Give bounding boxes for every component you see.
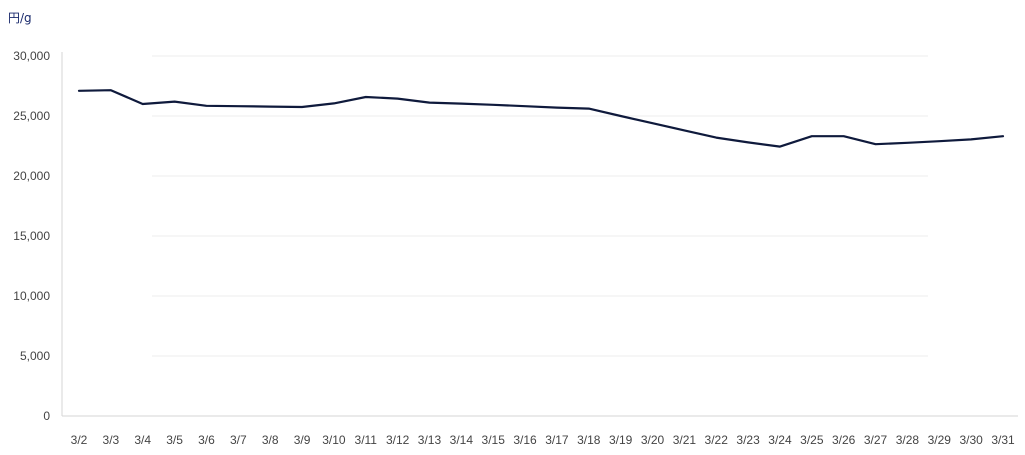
series-line	[77, 89, 1005, 148]
x-tick-label: 3/24	[768, 433, 792, 447]
x-tick-label: 3/31	[991, 433, 1015, 447]
x-tick-label: 3/19	[609, 433, 633, 447]
x-tick-label: 3/21	[673, 433, 697, 447]
y-tick-label: 0	[43, 409, 50, 423]
x-tick-label: 3/14	[450, 433, 474, 447]
x-tick-label: 3/7	[230, 433, 247, 447]
y-axis-unit-label: 円/g	[8, 11, 32, 25]
x-tick-label: 3/9	[294, 433, 311, 447]
x-tick-label: 3/10	[322, 433, 346, 447]
x-tick-label: 3/26	[832, 433, 856, 447]
x-tick-label: 3/16	[513, 433, 537, 447]
x-tick-label: 3/30	[959, 433, 983, 447]
x-tick-label: 3/27	[864, 433, 888, 447]
y-tick-label: 20,000	[13, 169, 50, 183]
x-tick-label: 3/13	[418, 433, 442, 447]
y-tick-label: 5,000	[20, 349, 50, 363]
x-tick-label: 3/20	[641, 433, 665, 447]
x-tick-label: 3/5	[166, 433, 183, 447]
x-tick-label: 3/25	[800, 433, 824, 447]
x-tick-label: 3/22	[705, 433, 729, 447]
x-tick-label: 3/4	[134, 433, 151, 447]
y-tick-label: 15,000	[13, 229, 50, 243]
y-tick-label: 10,000	[13, 289, 50, 303]
x-tick-label: 3/6	[198, 433, 215, 447]
x-tick-label: 3/2	[71, 433, 88, 447]
x-tick-label: 3/23	[736, 433, 760, 447]
x-tick-label: 3/29	[928, 433, 952, 447]
x-tick-label: 3/17	[545, 433, 569, 447]
x-tick-label: 3/15	[482, 433, 506, 447]
x-tick-label: 3/18	[577, 433, 601, 447]
y-tick-label: 25,000	[13, 109, 50, 123]
x-tick-label: 3/12	[386, 433, 410, 447]
x-tick-label: 3/3	[103, 433, 120, 447]
x-tick-label: 3/28	[896, 433, 920, 447]
x-tick-label: 3/8	[262, 433, 279, 447]
x-tick-label: 3/11	[355, 433, 378, 447]
y-tick-label: 30,000	[13, 49, 50, 63]
